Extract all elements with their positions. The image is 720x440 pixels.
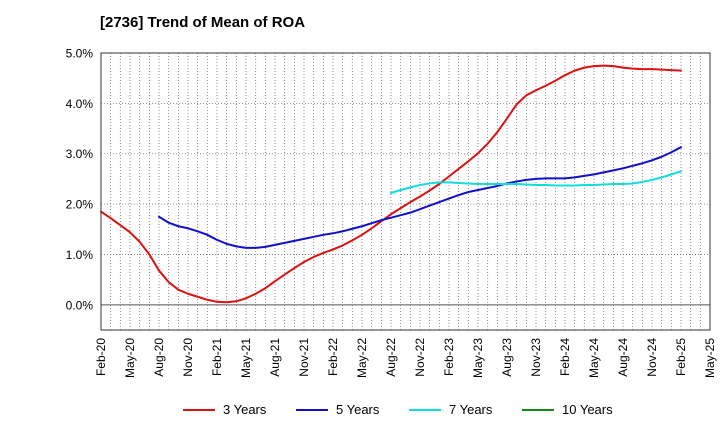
y-tick-label: 4.0% bbox=[66, 97, 94, 111]
series-line-7-years bbox=[390, 170, 682, 195]
legend-label: 7 Years bbox=[449, 402, 493, 417]
plot-area bbox=[101, 53, 710, 330]
x-tick-label: May-24 bbox=[587, 338, 601, 378]
legend-label: 10 Years bbox=[562, 402, 613, 417]
x-tick-label: Aug-23 bbox=[500, 338, 514, 377]
x-tick-label: May-22 bbox=[355, 338, 369, 378]
plot-frame bbox=[100, 52, 711, 331]
y-tick-label: 3.0% bbox=[66, 147, 94, 161]
x-tick-label: Nov-23 bbox=[529, 338, 543, 377]
series-line-3-years bbox=[100, 64, 682, 304]
x-tick-label: Nov-22 bbox=[413, 338, 427, 377]
legend-swatch bbox=[522, 408, 554, 411]
x-axis-tick-labels: Feb-20 May-20 Aug-20 Nov-20 Feb-21 May-21 Aug-… bbox=[94, 338, 717, 378]
legend-swatch bbox=[409, 408, 441, 411]
x-tick-label: Feb-23 bbox=[442, 338, 456, 376]
y-tick-label: 0.0% bbox=[66, 298, 94, 312]
x-tick-label: Feb-20 bbox=[94, 338, 108, 376]
legend-item-7-years: 7 Years bbox=[409, 402, 492, 417]
x-tick-label: Feb-21 bbox=[210, 338, 224, 376]
x-tick-label: Aug-20 bbox=[152, 338, 166, 377]
y-tick-label: 2.0% bbox=[66, 198, 94, 212]
x-tick-label: May-20 bbox=[123, 338, 137, 378]
x-tick-label: Aug-24 bbox=[616, 338, 630, 377]
legend-swatch bbox=[296, 408, 328, 411]
legend-item-3-years: 3 Years bbox=[183, 402, 266, 417]
x-tick-label: Aug-22 bbox=[384, 338, 398, 377]
x-tick-label: Feb-25 bbox=[674, 338, 688, 376]
chart-title: [2736] Trend of Mean of ROA bbox=[100, 14, 306, 31]
legend-item-5-years: 5 Years bbox=[296, 402, 379, 417]
series-line-5-years bbox=[158, 146, 682, 249]
x-tick-label: Nov-21 bbox=[297, 338, 311, 377]
y-tick-label: 1.0% bbox=[66, 248, 94, 262]
x-tick-label: Nov-24 bbox=[645, 338, 659, 377]
grid-lines bbox=[101, 53, 710, 330]
x-tick-label: Feb-24 bbox=[558, 338, 572, 376]
series-lines bbox=[100, 64, 682, 304]
x-tick-label: Feb-22 bbox=[326, 338, 340, 376]
legend-label: 5 Years bbox=[336, 402, 380, 417]
x-tick-label: May-21 bbox=[239, 338, 253, 378]
x-tick-label: Nov-20 bbox=[181, 338, 195, 377]
x-tick-label: May-23 bbox=[471, 338, 485, 378]
legend: 3 Years 5 Years 7 Years 10 Years bbox=[0, 402, 720, 426]
legend-label: 3 Years bbox=[223, 402, 267, 417]
y-tick-label: 5.0% bbox=[66, 47, 94, 61]
x-tick-label: Aug-21 bbox=[268, 338, 282, 377]
x-tick-label: May-25 bbox=[703, 338, 717, 378]
legend-item-10-years: 10 Years bbox=[522, 402, 613, 417]
legend-swatch bbox=[183, 408, 215, 411]
y-axis-tick-labels: 0.0% 1.0% 2.0% 3.0% 4.0% 5.0% bbox=[66, 47, 94, 313]
